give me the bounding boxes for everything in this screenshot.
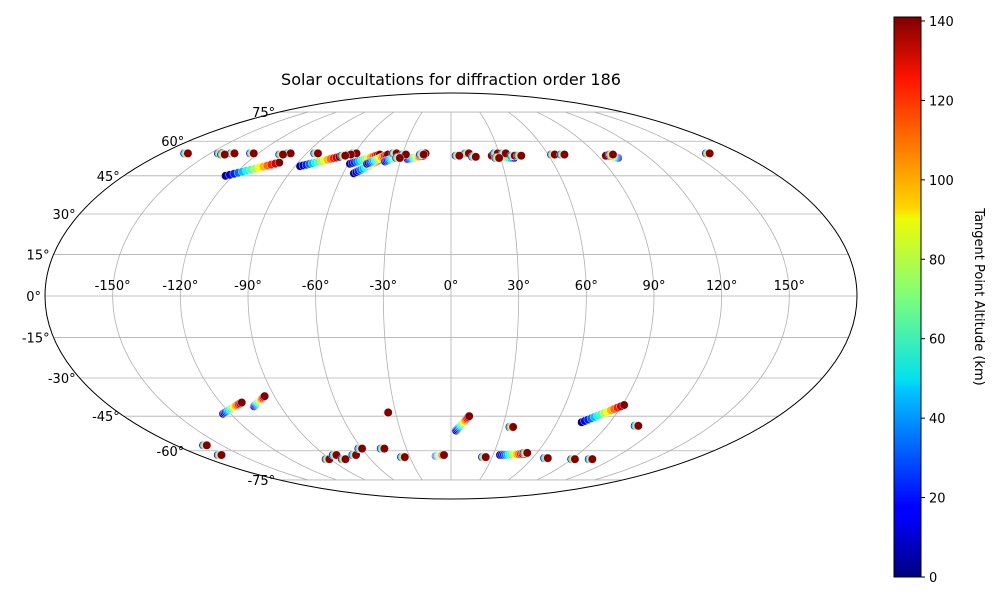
occultation-points [179, 148, 715, 464]
occultation-point [202, 440, 212, 450]
longitude-tick-label: -60° [302, 279, 330, 294]
occultation-point [587, 454, 597, 464]
latitude-tick-label: 45° [97, 170, 120, 185]
colorbar-gradient [893, 16, 922, 578]
colorbar-tick-label: 100 [929, 174, 954, 189]
meridian-line [112, 111, 308, 481]
occultation-point [619, 400, 629, 410]
colorbar-tick-label: 140 [929, 15, 954, 30]
occultation-point [454, 151, 464, 161]
occultation-point [383, 408, 393, 417]
occultation-point [379, 444, 389, 453]
occultation-point [608, 150, 618, 159]
latitude-tick-label: -15° [22, 332, 50, 347]
colorbar-tick-label: 40 [929, 412, 946, 427]
occultation-point [419, 150, 429, 159]
occultation-point [439, 450, 449, 460]
occultation-point [522, 448, 532, 458]
colorbar-tick-label: 20 [929, 492, 946, 507]
occultation-point [340, 151, 350, 161]
occultation-point [278, 150, 288, 159]
occultation-point [705, 148, 715, 158]
latitude-tick-label: 75° [252, 106, 275, 121]
longitude-tick-labels: -150° -120° -90° -60° -30° 0° 30° 60° 90° 120° 150… [95, 279, 805, 294]
meridian-line [536, 111, 655, 481]
map-outline [44, 92, 858, 500]
occultation-point [516, 151, 526, 161]
latitude-tick-labels: -75° -60° -45° -30° -15° 0° 15° 30° 45° 60° 75° [22, 106, 275, 489]
latitude-tick-label: 15° [27, 248, 50, 263]
occultation-point [341, 454, 350, 464]
colorbar-label: Tangent Point Altitude (km) [971, 207, 986, 385]
latitude-tick-label: -30° [48, 372, 76, 387]
occultation-point [183, 148, 193, 158]
occultation-point [633, 421, 643, 431]
occultation-point [400, 452, 410, 462]
meridian-line [594, 111, 790, 481]
colorbar-tick-label: 120 [929, 94, 954, 109]
occultation-point [220, 150, 230, 159]
longitude-tick-label: 120° [706, 279, 737, 294]
meridian-line [565, 111, 723, 481]
occultation-point [274, 158, 284, 168]
occultation-point [260, 391, 270, 401]
longitude-tick-label: -30° [369, 279, 397, 294]
occultation-point [395, 153, 405, 163]
longitude-tick-label: 90° [642, 279, 665, 294]
chart-title: Solar occultations for diffraction order… [281, 70, 621, 89]
occultation-point [217, 450, 226, 460]
graticule [45, 111, 857, 481]
longitude-tick-label: 150° [774, 279, 805, 294]
occultation-point [313, 148, 323, 158]
colorbar-tick-label: 0 [929, 571, 937, 586]
occultation-point [471, 152, 481, 162]
latitude-tick-label: 60° [161, 135, 184, 150]
occultation-point [237, 398, 247, 407]
meridian-line [508, 111, 587, 481]
latitude-tick-label: -75° [247, 474, 275, 489]
occultation-point [508, 422, 518, 432]
latitude-tick-label: 0° [26, 290, 41, 305]
occultation-point [481, 452, 491, 462]
meridian-line [179, 111, 337, 481]
longitude-tick-label: -90° [234, 279, 262, 294]
occultation-point [286, 148, 296, 158]
occultation-point [560, 150, 569, 159]
colorbar-ticks: 0 20 40 60 80 100 120 140 [921, 15, 954, 586]
colorbar-tick-label: 60 [929, 333, 946, 348]
meridian-line [382, 111, 423, 481]
longitude-tick-label: -120° [162, 279, 198, 294]
occultation-point [249, 148, 259, 158]
latitude-tick-label: -60° [157, 445, 185, 460]
latitude-tick-label: -45° [92, 410, 120, 425]
colorbar-tick-label: 80 [929, 253, 946, 268]
longitude-tick-label: 30° [507, 279, 530, 294]
occultation-point [464, 411, 474, 421]
longitude-tick-label: 0° [444, 279, 459, 294]
latitude-tick-label: 30° [53, 208, 76, 223]
occultation-point [357, 444, 367, 453]
longitude-tick-label: 60° [575, 279, 598, 294]
meridian-line [479, 111, 520, 481]
occultation-point [543, 453, 553, 463]
colorbar: 0 20 40 60 80 100 120 140 Tangent Point Altitud… [893, 15, 986, 586]
occultation-point [570, 454, 580, 464]
occultation-point [494, 153, 504, 163]
longitude-tick-label: -150° [95, 279, 131, 294]
occultation-point [230, 148, 239, 158]
